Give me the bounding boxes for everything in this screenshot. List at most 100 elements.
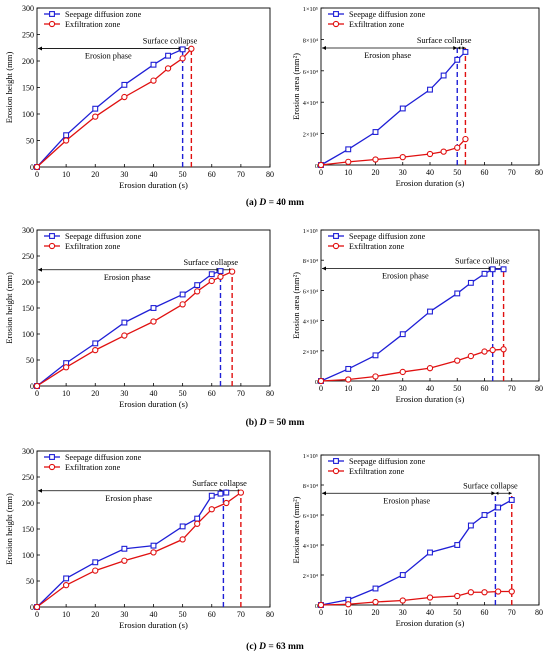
data-point-exfiltration [223, 499, 230, 507]
data-point-seepage [489, 266, 496, 273]
data-point-exfiltration [62, 137, 70, 144]
erosion-phase-label: Erosion phase [382, 272, 429, 281]
y-axis-label: Erosion area (mm²) [291, 53, 301, 120]
data-point-exfiltration [188, 45, 195, 52]
y-tick-label: 1×10⁵ [303, 228, 318, 235]
legend-marker [332, 242, 340, 250]
x-tick-label: 40 [426, 384, 434, 393]
data-point-seepage [150, 542, 157, 549]
data-point-exfiltration [62, 582, 70, 589]
x-tick-label: 0 [319, 168, 323, 177]
data-point-exfiltration [33, 382, 41, 390]
data-point-exfiltration [345, 376, 352, 383]
x-tick-label: 70 [237, 389, 245, 398]
y-tick-label: 50 [26, 356, 34, 365]
y-tick-label: 200 [22, 57, 34, 66]
caption-b-var: D [259, 418, 267, 428]
data-point-seepage [454, 290, 461, 297]
y-tick-label: 50 [26, 137, 34, 146]
y-tick-label: 8×10⁴ [303, 483, 319, 490]
chart-c-height: 0 10 20 30 40 50 60 70 80 0 50 100 150 200 250 300 Erosi… [4, 447, 274, 630]
series-line-seepage [36, 48, 183, 168]
caption-a-var: D [259, 198, 267, 208]
x-tick-label: 70 [508, 168, 516, 177]
erosion-phase-label: Erosion phase [364, 51, 411, 60]
data-point-exfiltration [454, 357, 461, 364]
data-point-seepage [454, 56, 461, 63]
data-point-exfiltration [92, 113, 99, 120]
data-point-seepage [495, 504, 502, 511]
legend-label-seepage: Seepage diffusion zone [65, 232, 142, 241]
y-axis-label: Erosion height (mm) [4, 272, 14, 344]
plot-frame [320, 7, 540, 166]
x-tick-label: 10 [62, 170, 70, 179]
y-tick-label: 0 [315, 163, 318, 170]
y-tick-label: 150 [22, 525, 34, 534]
legend-marker [49, 233, 55, 239]
x-tick-label: 10 [344, 384, 352, 393]
y-tick-label: 6×10⁴ [303, 69, 319, 76]
data-point-exfiltration [399, 597, 406, 604]
data-point-seepage [467, 522, 474, 529]
erosion-phase-label: Erosion phase [383, 496, 430, 505]
x-tick-label: 30 [120, 610, 128, 619]
x-tick-label: 80 [266, 170, 274, 179]
plot-frame [320, 454, 540, 606]
data-point-exfiltration [208, 277, 215, 285]
data-point-exfiltration [150, 77, 157, 84]
arrow-head-right [453, 46, 458, 51]
x-tick-label: 50 [179, 610, 187, 619]
x-tick-label: 30 [120, 389, 128, 398]
data-point-seepage [427, 308, 433, 315]
caption-b-label: (b) [245, 418, 258, 428]
x-tick-label: 20 [372, 608, 380, 617]
data-point-exfiltration [194, 288, 201, 295]
x-tick-label: 60 [481, 384, 489, 393]
y-tick-label: 0 [30, 382, 34, 391]
data-point-seepage [345, 365, 352, 372]
y-tick-label: 100 [22, 110, 34, 119]
data-point-seepage [467, 279, 474, 286]
data-point-exfiltration [121, 557, 128, 564]
data-point-exfiltration [494, 588, 502, 595]
y-tick-label: 6×10⁴ [303, 288, 319, 295]
y-tick-label: 100 [22, 330, 34, 339]
data-point-exfiltration [467, 352, 475, 360]
x-tick-label: 30 [399, 608, 407, 617]
data-point-seepage [208, 492, 215, 499]
y-tick-label: 0 [30, 163, 34, 172]
y-axis-label: Erosion area (mm²) [291, 272, 301, 339]
data-point-exfiltration [345, 158, 352, 166]
data-point-exfiltration [179, 55, 186, 62]
data-point-exfiltration [92, 567, 99, 574]
arrow-head-left [322, 491, 326, 496]
data-point-exfiltration [179, 536, 186, 543]
chart-a-height: 0 10 20 30 40 50 60 70 80 0 50 100 150 200 250 300 Erosi… [4, 4, 274, 190]
data-point-seepage [399, 572, 406, 578]
legend-label-exfiltration: Exfiltration zone [349, 20, 405, 29]
legend-marker [333, 11, 339, 17]
x-tick-label: 60 [481, 608, 489, 617]
data-point-exfiltration [92, 346, 99, 354]
y-tick-label: 1×10⁵ [303, 6, 318, 13]
x-tick-label: 50 [179, 389, 187, 398]
data-point-exfiltration [179, 301, 186, 308]
collapse-arrow-head-left [457, 46, 461, 50]
arrow-head-left [38, 46, 42, 51]
data-point-seepage [462, 49, 469, 55]
data-point-exfiltration [372, 373, 379, 380]
data-point-exfiltration [454, 592, 461, 600]
data-point-seepage [217, 268, 224, 275]
data-point-seepage [427, 86, 433, 93]
series-line-exfiltration [320, 590, 512, 606]
x-tick-label: 80 [535, 384, 543, 393]
arrow-head-left [322, 46, 326, 51]
data-point-seepage [179, 523, 186, 530]
data-point-seepage [372, 129, 379, 135]
y-axis-label: Erosion area (mm²) [291, 496, 301, 563]
caption-a: (a) D = 40 mm [0, 198, 550, 208]
y-tick-label: 200 [22, 499, 34, 508]
collapse-arrow-head-right [508, 491, 512, 495]
x-tick-label: 0 [35, 610, 39, 619]
